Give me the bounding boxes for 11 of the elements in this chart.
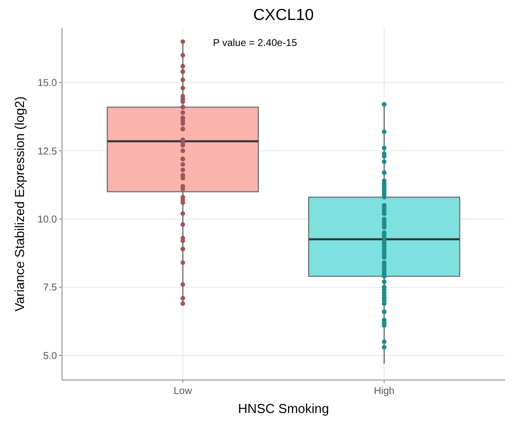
x-axis-title: HNSC Smoking bbox=[238, 401, 330, 416]
x-tick-label: Low bbox=[174, 386, 193, 397]
y-tick-label: 7.5 bbox=[43, 282, 58, 294]
y-tick-label: 10.0 bbox=[38, 214, 58, 226]
y-tick-label: 5.0 bbox=[43, 350, 58, 362]
y-tick-label: 12.5 bbox=[38, 146, 58, 158]
chart-title: CXCL10 bbox=[253, 7, 314, 24]
annotation: P value = 2.40e-15 bbox=[212, 38, 298, 49]
y-tick-label: 15.0 bbox=[38, 78, 58, 90]
y-axis-title: Variance Stabilized Expression (log2) bbox=[12, 96, 27, 312]
x-tick-label: High bbox=[374, 386, 394, 397]
